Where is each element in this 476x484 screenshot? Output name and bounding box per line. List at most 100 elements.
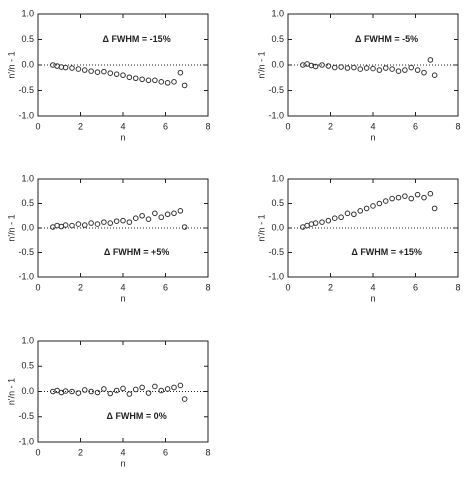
y-tick-label: 1.0 [21, 8, 34, 18]
data-point [75, 66, 82, 72]
data-point [171, 384, 177, 391]
y-tick-label: -1.0 [268, 271, 284, 281]
data-point [132, 215, 139, 221]
data-point [62, 222, 69, 228]
data-point [181, 82, 188, 89]
data-point [126, 219, 133, 225]
x-tick-label: 6 [413, 282, 418, 292]
y-tick-label: 0.0 [271, 222, 284, 232]
data-point [152, 383, 158, 390]
data-point [331, 215, 338, 221]
data-point [408, 64, 415, 71]
data-point [69, 388, 75, 395]
y-axis-label: n'/n - 1 [6, 378, 16, 405]
data-point [81, 222, 88, 228]
x-tick-label: 4 [370, 282, 375, 292]
data-point [101, 386, 107, 392]
data-point [113, 218, 120, 224]
data-point [75, 390, 82, 396]
data-point [370, 65, 376, 72]
data-point [351, 211, 357, 218]
x-tick-label: 4 [120, 447, 125, 457]
data-point [126, 391, 133, 397]
data-point [414, 191, 421, 198]
data-point [69, 222, 75, 229]
data-point [431, 205, 438, 212]
y-tick-label: 0.0 [21, 59, 34, 69]
data-point [376, 200, 383, 207]
data-point [88, 68, 94, 74]
y-tick-label: 0.0 [21, 222, 34, 232]
annotation: Δ FWHM = +15% [351, 247, 421, 257]
x-tick-label: 2 [78, 121, 83, 131]
data-point [152, 210, 158, 217]
data-point [94, 389, 101, 396]
x-tick-label: 8 [205, 447, 210, 457]
data-point [414, 67, 421, 73]
x-tick-label: 4 [370, 121, 375, 131]
x-axis-label: n [120, 458, 125, 468]
data-point [344, 210, 351, 217]
x-axis-label: n [120, 293, 125, 303]
data-point [171, 210, 177, 217]
data-point [325, 217, 332, 224]
data-point [132, 75, 139, 82]
data-point [164, 211, 171, 218]
x-tick-label: 6 [163, 447, 168, 457]
y-tick-label: 1.0 [271, 8, 284, 18]
annotation: Δ FWHM = 0% [106, 411, 166, 421]
data-point [88, 220, 94, 226]
data-point [139, 384, 145, 391]
data-point [421, 69, 427, 76]
data-point [101, 68, 107, 75]
data-point [338, 214, 344, 221]
y-axis-label: n'/n - 1 [256, 214, 266, 241]
data-point [395, 68, 402, 74]
y-tick-label: 0.0 [21, 386, 34, 396]
y-tick-label: -1.0 [18, 110, 34, 120]
y-tick-label: 0.5 [271, 34, 284, 44]
y-tick-label: -0.5 [18, 247, 34, 257]
data-point [69, 65, 75, 71]
x-axis-label: n [370, 293, 375, 303]
y-tick-label: -1.0 [268, 110, 284, 120]
data-point [120, 72, 126, 78]
data-point [431, 72, 438, 78]
data-point [158, 79, 165, 85]
data-point [402, 67, 408, 73]
data-point [75, 221, 82, 227]
annotation: Δ FWHM = +5% [104, 247, 169, 257]
data-point [145, 216, 152, 222]
data-point [145, 77, 152, 84]
data-point [120, 385, 126, 392]
data-point [331, 64, 338, 71]
x-tick-label: 6 [163, 121, 168, 131]
y-tick-label: -0.5 [268, 247, 284, 257]
data-point [427, 190, 434, 197]
y-tick-label: 0.5 [21, 198, 34, 208]
data-point [319, 219, 325, 225]
y-axis-label: n'/n - 1 [6, 51, 16, 78]
data-point [139, 212, 145, 219]
data-point [181, 224, 188, 230]
x-tick-label: 2 [328, 121, 333, 131]
data-point [152, 77, 158, 84]
annotation: Δ FWHM = -15% [102, 34, 170, 44]
data-point [120, 217, 126, 224]
data-point [338, 64, 344, 70]
data-point [107, 70, 114, 76]
data-point [389, 195, 395, 202]
y-tick-label: 1.0 [21, 335, 34, 345]
data-point [319, 62, 325, 68]
data-point [357, 208, 364, 214]
data-point [88, 388, 94, 395]
x-tick-label: 2 [78, 447, 83, 457]
data-point [164, 80, 171, 86]
x-tick-label: 8 [205, 282, 210, 292]
y-tick-label: -0.5 [268, 85, 284, 95]
data-point [181, 396, 188, 402]
x-tick-label: 4 [120, 282, 125, 292]
y-tick-label: -1.0 [18, 271, 34, 281]
y-tick-label: 0.5 [21, 361, 34, 371]
